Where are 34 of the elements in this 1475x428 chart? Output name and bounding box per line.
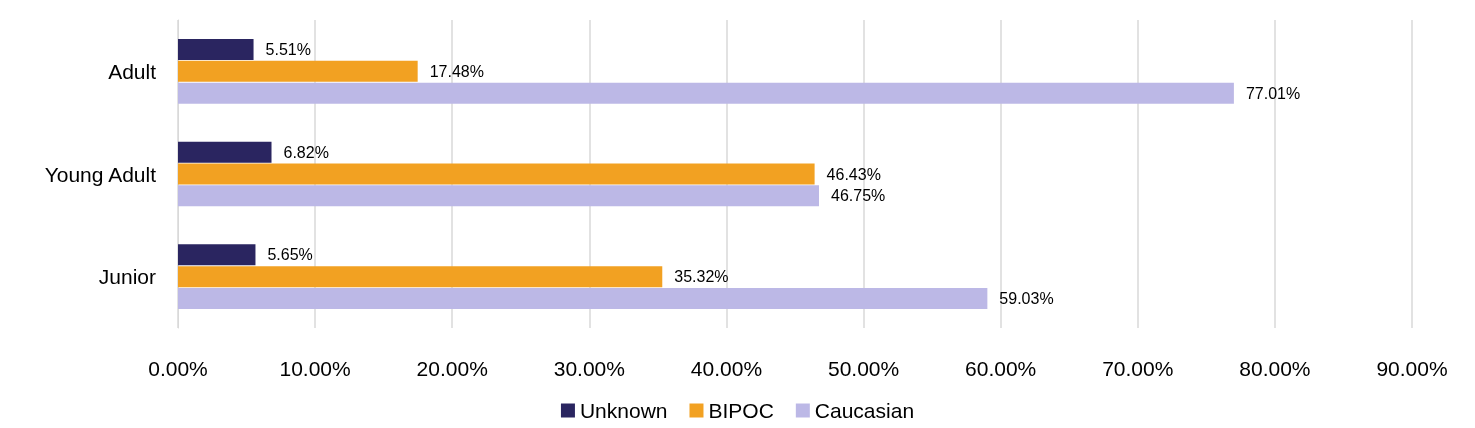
data-label: 46.75% — [830, 187, 886, 205]
bar — [178, 82, 1234, 104]
x-tick-label: 20.00% — [416, 357, 488, 380]
bar — [178, 163, 815, 185]
data-label: 6.82% — [283, 143, 329, 161]
x-tick-label: 40.00% — [690, 357, 763, 380]
x-tick-label: 10.00% — [279, 357, 351, 380]
data-label: 5.51% — [265, 40, 311, 58]
x-tick-label: 50.00% — [827, 357, 900, 380]
data-label: 77.01% — [1245, 84, 1301, 102]
x-tick-label: 30.00% — [553, 357, 625, 380]
bar — [178, 244, 256, 266]
x-tick-label: 90.00% — [1376, 357, 1448, 380]
y-tick-label: Junior — [98, 265, 156, 289]
data-label: 59.03% — [999, 290, 1054, 308]
legend-label: Caucasian — [814, 399, 915, 422]
bar — [178, 141, 272, 163]
data-label: 5.65% — [267, 246, 313, 264]
data-label: 17.48% — [429, 62, 484, 80]
bar — [178, 38, 254, 60]
legend-label: BIPOC — [708, 399, 774, 422]
data-label: 35.32% — [674, 268, 729, 286]
bar — [178, 60, 418, 82]
x-tick-label: 0.00% — [148, 357, 208, 380]
legend-label: Unknown — [579, 399, 668, 422]
y-tick-label: Adult — [108, 59, 157, 83]
data-label: 46.43% — [826, 165, 881, 183]
x-tick-label: 70.00% — [1102, 357, 1174, 380]
bar — [178, 288, 988, 310]
x-tick-label: 60.00% — [965, 357, 1037, 380]
y-tick-label: Young Adult — [44, 162, 157, 186]
bar — [178, 266, 663, 288]
bar — [178, 185, 819, 207]
x-tick-label: 80.00% — [1239, 357, 1311, 380]
